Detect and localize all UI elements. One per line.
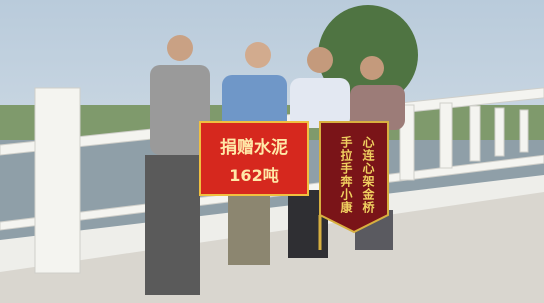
pennant-text: 心连心架金桥 (360, 136, 377, 214)
banner-text: 捐赠水泥 (200, 133, 308, 158)
photo: 捐赠水泥 162吨 心连心架金桥 手拉手奔小康 (0, 0, 544, 303)
pennant-text: 手拉手奔小康 (338, 136, 355, 214)
banner-text: 162吨 (200, 162, 308, 186)
